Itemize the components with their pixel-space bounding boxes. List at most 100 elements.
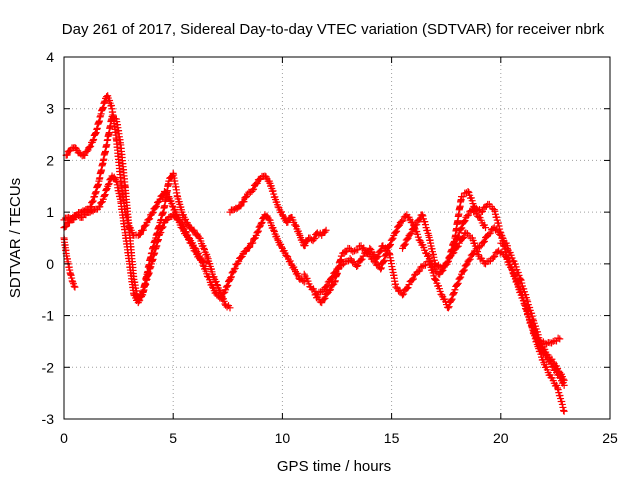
data-point <box>388 235 396 243</box>
data-point <box>89 197 97 205</box>
data-point <box>145 215 153 223</box>
data-point <box>465 256 473 264</box>
data-point <box>451 286 459 294</box>
data-point <box>374 252 382 260</box>
data-point <box>284 218 292 226</box>
data-point <box>480 259 488 267</box>
data-point <box>149 209 157 217</box>
y-tick-label: 2 <box>46 152 54 168</box>
data-point <box>450 249 458 257</box>
data-point <box>358 255 366 263</box>
data-point <box>88 199 96 207</box>
data-point <box>69 278 77 286</box>
data-point <box>222 283 230 291</box>
series-11 <box>530 330 564 348</box>
data-point <box>142 276 150 284</box>
x-tick-label: 5 <box>169 430 177 446</box>
data-point <box>496 249 504 257</box>
data-point <box>253 229 261 237</box>
data-point <box>230 265 238 273</box>
data-point <box>322 283 330 291</box>
data-point <box>203 253 211 261</box>
data-point <box>526 303 534 311</box>
data-point <box>278 243 286 251</box>
data-point <box>523 296 531 304</box>
data-point <box>453 243 461 251</box>
data-point <box>461 217 469 225</box>
data-point <box>480 237 488 245</box>
data-point <box>311 234 319 242</box>
y-tick-label: -2 <box>42 359 55 375</box>
data-point <box>394 222 402 230</box>
data-point <box>431 275 439 283</box>
data-point <box>409 275 417 283</box>
data-point <box>528 309 536 317</box>
data-point <box>416 267 424 275</box>
data-point <box>376 247 384 255</box>
series-4 <box>60 172 308 307</box>
data-point <box>137 291 145 299</box>
data-point <box>90 136 98 144</box>
data-point <box>415 216 423 224</box>
data-point <box>146 215 154 223</box>
data-point <box>419 212 427 220</box>
data-point <box>270 226 278 234</box>
y-tick-label: -1 <box>42 308 55 324</box>
data-point <box>449 290 457 298</box>
data-point <box>489 253 497 261</box>
data-point <box>209 283 217 291</box>
data-point <box>460 218 468 226</box>
data-point <box>407 229 415 237</box>
data-point <box>310 235 318 243</box>
data-point <box>554 334 562 342</box>
data-point <box>522 291 530 299</box>
data-point <box>246 243 254 251</box>
data-point <box>485 230 493 238</box>
data-point <box>195 252 203 260</box>
data-point <box>158 224 166 232</box>
data-point <box>370 257 378 265</box>
plot-frame <box>63 56 611 420</box>
data-point <box>71 283 79 291</box>
data-point <box>135 297 143 305</box>
data-point <box>225 277 233 285</box>
data-point <box>326 286 334 294</box>
data-point <box>418 262 426 270</box>
data-point <box>224 281 232 289</box>
data-point <box>158 224 166 232</box>
data-point <box>559 375 567 383</box>
data-point <box>403 284 411 292</box>
data-point <box>408 218 416 226</box>
data-point <box>229 268 237 276</box>
data-point <box>329 273 337 281</box>
data-point <box>560 376 568 384</box>
data-point <box>200 244 208 252</box>
y-tick-label: 3 <box>46 101 54 117</box>
data-point <box>341 248 349 256</box>
data-point <box>393 227 401 235</box>
data-point <box>459 193 467 201</box>
data-point <box>541 339 549 347</box>
data-point <box>462 229 470 237</box>
data-point <box>105 180 113 188</box>
data-point <box>463 212 471 220</box>
data-point <box>392 283 400 291</box>
series-7 <box>311 206 490 307</box>
data-point <box>524 298 532 306</box>
data-point <box>392 228 400 236</box>
data-point <box>386 242 394 250</box>
data-point <box>517 276 525 284</box>
data-point <box>373 253 381 261</box>
data-point <box>460 266 468 274</box>
data-point <box>383 247 391 255</box>
data-point <box>518 279 526 287</box>
data-point <box>321 294 329 302</box>
data-point <box>354 262 362 270</box>
data-point <box>63 151 71 159</box>
data-point <box>466 255 474 263</box>
data-point <box>254 228 262 236</box>
data-point <box>81 151 89 159</box>
data-point <box>89 136 97 144</box>
data-point <box>249 186 257 194</box>
data-point <box>448 295 456 303</box>
